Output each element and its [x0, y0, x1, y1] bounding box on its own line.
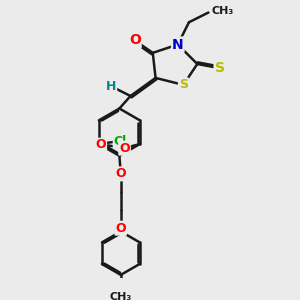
Text: S: S [214, 61, 225, 75]
Text: S: S [179, 78, 188, 92]
Text: Cl: Cl [114, 135, 127, 148]
Text: N: N [172, 38, 184, 52]
Text: H: H [106, 80, 116, 93]
Text: O: O [96, 138, 106, 151]
Text: O: O [119, 142, 130, 155]
Text: CH₃: CH₃ [110, 292, 132, 300]
Text: O: O [129, 33, 141, 47]
Text: O: O [116, 222, 126, 235]
Text: CH₃: CH₃ [211, 6, 233, 16]
Text: O: O [116, 167, 126, 180]
